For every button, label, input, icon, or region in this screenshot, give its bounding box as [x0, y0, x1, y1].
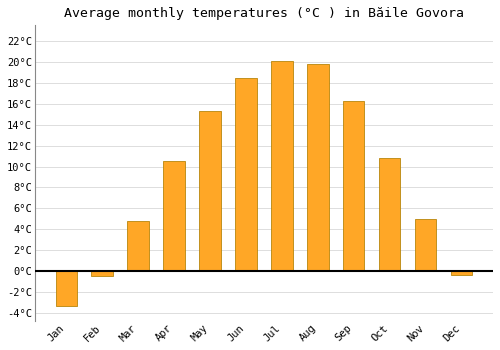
- Bar: [164, 161, 185, 271]
- Bar: [199, 111, 221, 271]
- Bar: [379, 158, 400, 271]
- Bar: [56, 271, 77, 306]
- Bar: [415, 219, 436, 271]
- Bar: [271, 61, 292, 271]
- Bar: [235, 78, 256, 271]
- Bar: [343, 100, 364, 271]
- Bar: [128, 221, 149, 271]
- Bar: [450, 271, 472, 275]
- Bar: [92, 271, 113, 276]
- Bar: [307, 64, 328, 271]
- Title: Average monthly temperatures (°C ) in Băile Govora: Average monthly temperatures (°C ) in Bă…: [64, 7, 464, 20]
